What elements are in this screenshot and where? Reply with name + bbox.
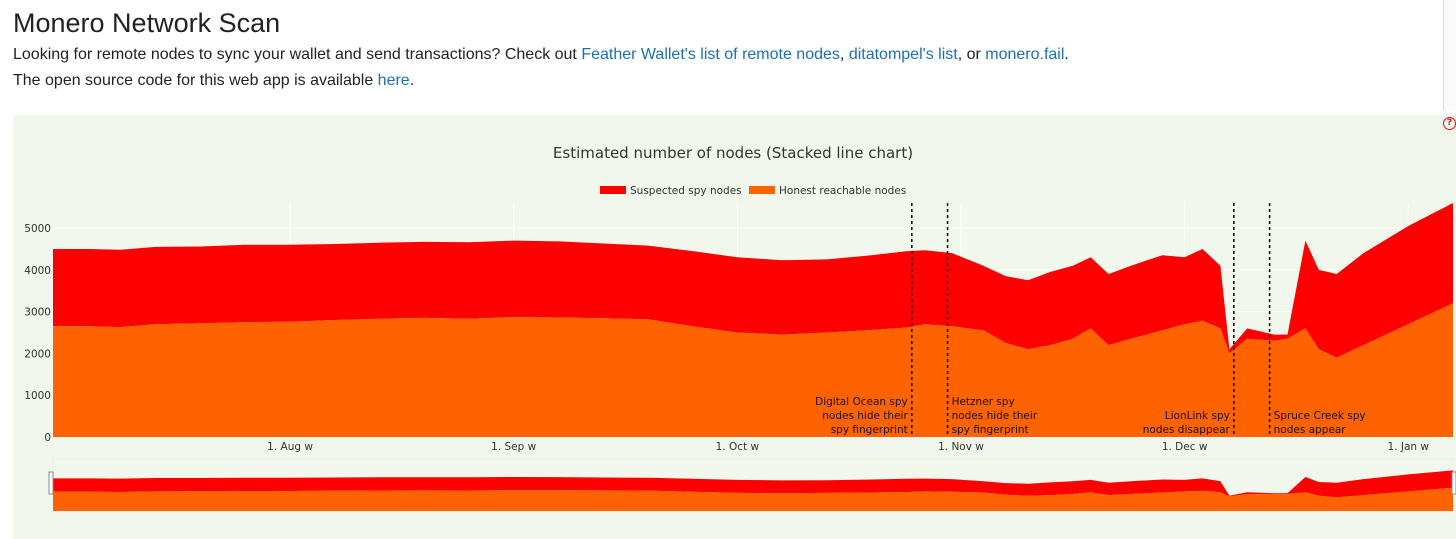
x-tick-label: 1. Sep w [491,441,536,453]
source-code-link[interactable]: here [377,72,410,89]
y-tick-label: 0 [44,432,51,444]
legend-swatch[interactable] [749,186,775,194]
y-tick-label: 5000 [24,223,51,235]
annotation-label: Hetzner spy [952,396,1015,408]
page-title: Monero Network Scan [13,8,281,38]
source-text: The open source code for this web app is… [13,72,374,89]
series-area-honest-reachable-nodes [53,303,1453,437]
annotation-label: spy fingerprint [952,424,1029,436]
annotations: Digital Ocean spy nodes hide their spy fin… [815,203,1366,437]
annotation-label: spy fingerprint [831,424,908,436]
y-tick-label: 4000 [24,265,51,277]
x-tick-label: 1. Jan w [1388,441,1430,453]
legend-swatch[interactable] [600,186,626,194]
intro-text: Looking for remote nodes to sync your wa… [13,46,577,63]
range-slider[interactable] [48,458,1456,512]
x-tick-label: 1. Aug w [267,441,313,453]
range-slider-left-handle[interactable] [48,471,54,495]
intro-sep-2: , or [957,46,981,63]
annotation-label: nodes disappear [1143,424,1231,436]
ditatompel-link[interactable]: ditatompel's list [848,46,958,63]
chart-title: Estimated number of nodes (Stacked line … [553,144,913,162]
legend-item-label[interactable]: Honest reachable nodes [779,185,906,197]
intro-end: . [1064,46,1069,63]
legend[interactable]: Suspected spy nodes Honest reachable node… [600,185,906,197]
annotation-label: Digital Ocean spy [815,396,908,408]
x-tick-label: 1. Oct w [716,441,760,453]
series-areas [53,203,1453,437]
page-scrollbar[interactable] [1443,0,1456,110]
annotation-label: LionLink spy [1165,410,1230,422]
series-area-suspected-spy-nodes [53,203,1453,358]
monero-fail-link[interactable]: monero.fail [985,46,1065,63]
chart-panel: ? Digital Ocean spy nodes hide their spy f… [13,115,1456,539]
annotation-label: nodes appear [1274,424,1347,436]
x-tick-label: 1. Dec w [1162,441,1208,453]
y-tick-label: 1000 [24,390,51,402]
intro-paragraph: Looking for remote nodes to sync your wa… [13,45,1069,65]
range-slider-honest-area [53,487,1453,511]
stacked-area-chart: Digital Ocean spy nodes hide their spy fin… [24,144,1456,512]
feather-wallet-link[interactable]: Feather Wallet's list of remote nodes [581,46,840,63]
y-tick-label: 2000 [24,348,51,360]
axes: 0 1000 2000 3000 4000 5000 1. Aug w 1. Sep w 1. … [24,223,1429,453]
legend-item-label[interactable]: Suspected spy nodes [630,185,742,197]
x-tick-label: 1. Nov w [938,441,984,453]
annotation-label: Spruce Creek spy [1274,410,1366,422]
annotation-label: nodes hide their [822,410,908,422]
range-slider-right-handle[interactable] [1451,471,1456,495]
source-paragraph: The open source code for this web app is… [13,71,414,91]
range-slider-spy-area [53,470,1453,498]
source-end: . [409,72,415,89]
intro-sep-1: , [839,46,845,63]
annotation-label: nodes hide their [952,410,1038,422]
y-tick-label: 3000 [24,307,51,319]
